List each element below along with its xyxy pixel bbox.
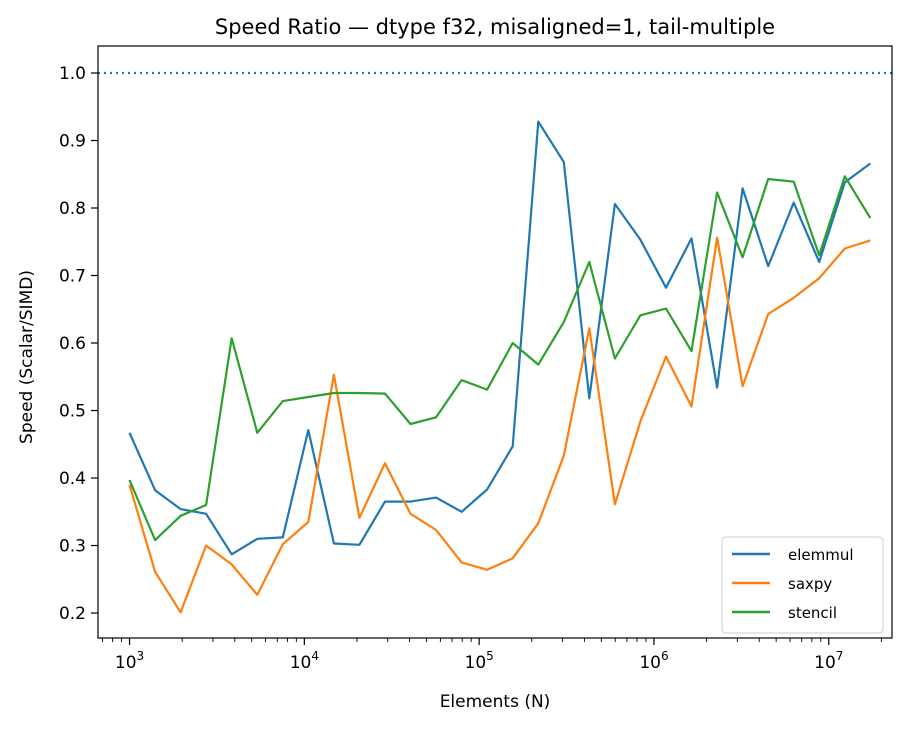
legend-label-elemmul: elemmul xyxy=(788,546,854,564)
legend-label-saxpy: saxpy xyxy=(788,575,832,593)
plot-area xyxy=(97,45,893,639)
x-axis: 103 104 105 106 107 xyxy=(102,638,882,673)
y-axis: 0.2 0.3 0.4 0.5 0.6 0.7 0.8 0.9 1.0 xyxy=(59,64,98,624)
plot-frame xyxy=(97,45,893,639)
y-tick-label: 0.7 xyxy=(59,267,86,287)
legend-box xyxy=(721,536,884,634)
series-line-saxpy xyxy=(128,236,871,614)
x-tick-label: 106 xyxy=(639,649,668,673)
x-tick-label: 105 xyxy=(465,649,494,673)
y-tick-label: 0.4 xyxy=(59,469,86,489)
y-tick-label: 0.5 xyxy=(59,402,86,422)
legend-label-stencil: stencil xyxy=(788,604,837,622)
x-axis-label: Elements (N) xyxy=(440,692,551,712)
legend-items: elemmul saxpy stencil xyxy=(732,546,854,622)
x-tick-label: 104 xyxy=(290,649,319,673)
y-tick-label: 0.3 xyxy=(59,537,86,557)
x-tick-label: 107 xyxy=(814,649,843,673)
legend: elemmul saxpy stencil xyxy=(721,536,884,634)
series-layer xyxy=(128,120,872,614)
y-tick-label: 0.6 xyxy=(59,334,86,354)
series-line-stencil xyxy=(128,175,872,542)
chart-title: Speed Ratio — dtype f32, misaligned=1, t… xyxy=(215,15,775,39)
x-tick-label: 103 xyxy=(115,649,144,673)
y-axis-label: Speed (Scalar/SIMD) xyxy=(17,270,37,444)
y-tick-label: 1.0 xyxy=(59,64,86,84)
series-line-elemmul xyxy=(128,120,871,556)
y-tick-label: 0.9 xyxy=(59,132,86,152)
y-tick-label: 0.8 xyxy=(59,199,86,219)
y-tick-label: 0.2 xyxy=(59,604,86,624)
